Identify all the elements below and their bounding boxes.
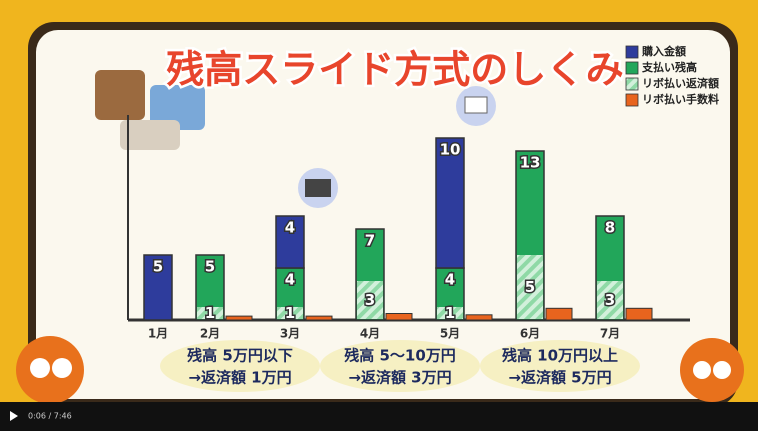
- annotation-line2: →返済額 3万円: [348, 369, 451, 387]
- annotation-bg: [480, 340, 640, 392]
- bar-repayment: [437, 307, 463, 319]
- data-label: 3: [365, 291, 375, 309]
- bar-repayment: [597, 281, 623, 319]
- bar-repayment: [517, 255, 543, 319]
- bar-fee: [225, 315, 253, 321]
- data-label: 10: [440, 141, 461, 159]
- x-tick-label: 3月: [280, 327, 300, 341]
- legend-label: リボ払い手数料: [642, 92, 719, 106]
- bar-purchase: [143, 254, 173, 321]
- data-label: 4: [445, 271, 455, 289]
- x-tick-label: 6月: [520, 327, 540, 341]
- data-label: 7: [365, 232, 375, 250]
- play-button[interactable]: [10, 411, 18, 421]
- data-label: 5: [153, 258, 163, 276]
- bag-illustration: [95, 70, 205, 150]
- laptop-icon: [456, 86, 496, 126]
- player-time: 0:06 / 7:46: [28, 412, 72, 421]
- bar-repayment: [197, 307, 223, 319]
- annotation-bg: [160, 340, 320, 392]
- data-label: 13: [520, 154, 541, 172]
- data-label: 5: [525, 278, 535, 296]
- bar-fee: [625, 307, 653, 321]
- x-tick-label: 1月: [148, 327, 168, 341]
- legend-label: 支払い残高: [641, 60, 697, 74]
- data-label: 4: [285, 271, 295, 289]
- data-label: 4: [285, 219, 295, 237]
- mascot-left: [16, 336, 84, 404]
- player-bar: [0, 402, 758, 431]
- legend-swatch: [625, 77, 639, 91]
- legend-label: 購入金額: [641, 44, 686, 58]
- data-label: 5: [205, 258, 215, 276]
- bar-fee: [385, 313, 413, 321]
- x-tick-label: 5月: [440, 327, 460, 341]
- bar-purchase: [435, 137, 465, 269]
- bar-fee: [465, 314, 493, 321]
- legend-label: リボ払い返済額: [642, 76, 719, 90]
- legend-swatch: [625, 61, 639, 75]
- data-label: 3: [605, 291, 615, 309]
- tv-icon: [298, 168, 338, 208]
- annotation-line2: →返済額 1万円: [188, 369, 291, 387]
- x-tick-label: 7月: [600, 327, 620, 341]
- annotation-line1: 残高 5～10万円: [344, 347, 456, 365]
- bar-fee: [305, 315, 333, 321]
- chart-title: 残高スライド方式のしくみ: [166, 48, 624, 92]
- legend-swatch: [625, 45, 639, 59]
- bar-fee: [545, 307, 573, 321]
- data-label: 1: [285, 304, 295, 322]
- bar-purchase: [275, 215, 305, 269]
- annotation-bg: [320, 340, 480, 392]
- annotation-line1: 残高 5万円以下: [187, 347, 293, 365]
- bar-repayment: [357, 281, 383, 319]
- data-label: 1: [445, 304, 455, 322]
- legend-swatch: [625, 93, 639, 107]
- annotation-line2: →返済額 5万円: [508, 369, 611, 387]
- data-label: 8: [605, 219, 615, 237]
- bar-repayment: [277, 307, 303, 319]
- annotation-line1: 残高 10万円以上: [502, 347, 618, 365]
- x-tick-label: 4月: [360, 327, 380, 341]
- x-tick-label: 2月: [200, 327, 220, 341]
- data-label: 1: [205, 304, 215, 322]
- mascot-right: [680, 338, 744, 402]
